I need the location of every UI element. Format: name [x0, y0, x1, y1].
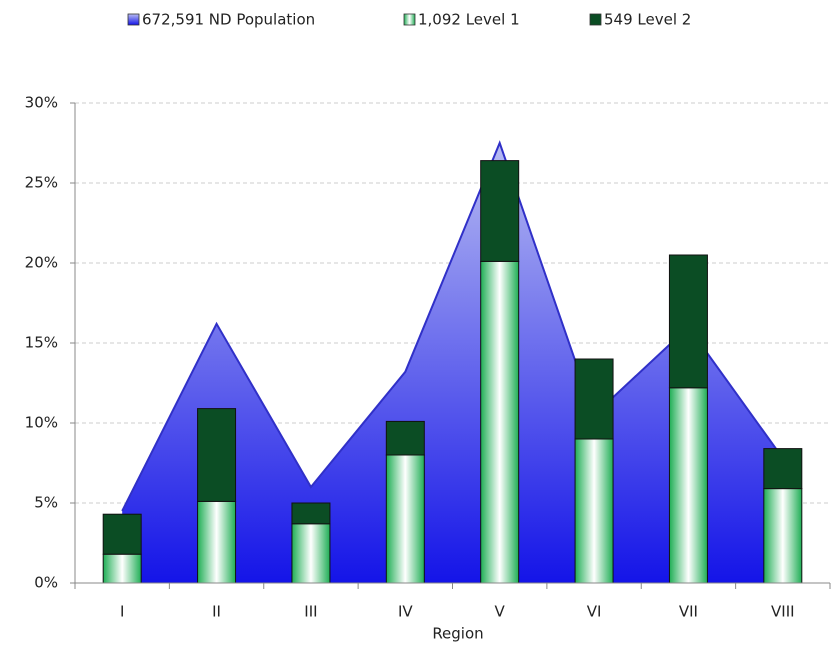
y-tick-label: 15% [25, 334, 58, 352]
bar [763, 488, 803, 584]
y-tick-label: 0% [34, 574, 58, 592]
x-tick-label: IV [398, 603, 413, 621]
y-tick-label: 25% [25, 174, 58, 192]
bar [385, 420, 425, 456]
bar [668, 387, 708, 584]
bar [197, 500, 237, 584]
legend-swatch [127, 13, 140, 26]
legend-swatch [589, 13, 602, 26]
bar [291, 502, 331, 525]
x-axis-label: Region [432, 625, 483, 643]
x-tick-label: VIII [771, 603, 795, 621]
x-tick-label: VI [587, 603, 602, 621]
legend-label: 672,591 ND Population [142, 11, 315, 29]
x-tick-label: II [212, 603, 221, 621]
x-tick-label: III [304, 603, 317, 621]
y-tick-label: 10% [25, 414, 58, 432]
x-tick-label: VII [679, 603, 698, 621]
bar [668, 254, 708, 389]
y-tick-label: 20% [25, 254, 58, 272]
bar [574, 358, 614, 440]
area [122, 143, 783, 583]
legend-label: 1,092 Level 1 [418, 11, 520, 29]
legend-swatch [403, 13, 416, 26]
bar [291, 523, 331, 584]
bar [197, 408, 237, 502]
bar [574, 438, 614, 584]
y-tick-label: 30% [25, 94, 58, 112]
x-tick-label: I [120, 603, 124, 621]
legend-label: 549 Level 2 [604, 11, 691, 29]
bar [102, 553, 142, 584]
bar [102, 513, 142, 555]
y-tick-label: 5% [34, 494, 58, 512]
bar [385, 454, 425, 584]
bar [480, 260, 520, 584]
x-tick-label: V [495, 603, 506, 621]
bar [480, 160, 520, 262]
bar [763, 448, 803, 490]
